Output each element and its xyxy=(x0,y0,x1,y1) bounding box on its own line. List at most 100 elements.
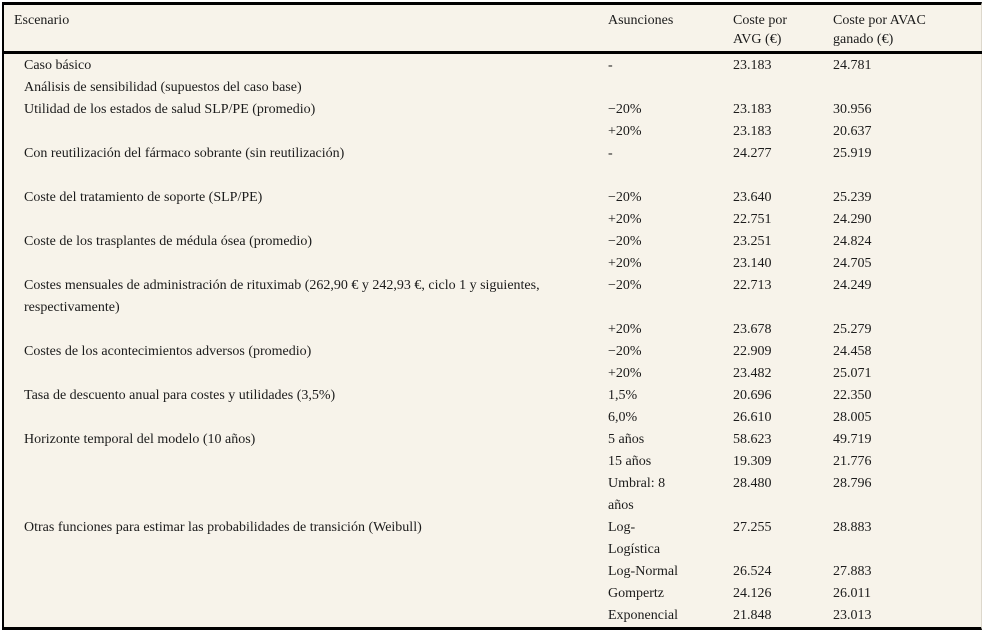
column-header-escenario: Escenario xyxy=(4,5,604,54)
assumption-cell: +20% xyxy=(608,212,642,227)
table-row: 15 años 19.309 21.776 xyxy=(4,451,982,473)
table-row: Caso básico - 23.183 24.781 xyxy=(4,53,982,78)
scenario-cell: Coste del tratamiento de soporte (SLP/PE… xyxy=(24,190,263,205)
cost-per-avac-cell: 24.824 xyxy=(833,234,872,249)
cost-per-avac-cell: 20.637 xyxy=(833,124,872,139)
assumption-cell: −20% xyxy=(608,234,642,249)
assumption-cell: Log-Normal xyxy=(608,564,678,579)
scenario-cell xyxy=(4,605,604,627)
assumption-cell: Exponencial xyxy=(608,608,678,623)
scenario-cell xyxy=(4,121,604,143)
assumption-cell xyxy=(604,165,729,187)
scenario-cell: Costes mensuales de administración de ri… xyxy=(24,278,540,315)
cost-per-avac-cell: 24.705 xyxy=(833,256,872,271)
cost-per-avg-cell: 22.751 xyxy=(733,212,772,227)
table-row: Horizonte temporal del modelo (10 años) 5… xyxy=(4,429,982,451)
cost-per-avg-cell: 24.277 xyxy=(733,146,772,161)
assumption-cell: 6,0% xyxy=(608,410,638,425)
cost-per-avg-cell: 23.140 xyxy=(733,256,772,271)
column-header-asunciones: Asunciones xyxy=(604,5,729,54)
table-row: +20% 23.140 24.705 xyxy=(4,253,982,275)
assumption-cell: +20% xyxy=(608,366,642,381)
scenario-cell xyxy=(4,253,604,275)
cost-per-avg-cell: 23.183 xyxy=(733,102,772,117)
assumption-cell: −20% xyxy=(608,190,642,205)
assumption-cell xyxy=(604,77,729,99)
assumption-cell: 1,5% xyxy=(608,388,638,403)
assumption-cell: Umbral: 8 años xyxy=(608,476,666,513)
scenario-cell: Otras funciones para estimar las probabi… xyxy=(24,520,422,535)
cost-per-avac-cell: 27.883 xyxy=(833,564,872,579)
table-row: Con reutilización del fármaco sobrante (… xyxy=(4,143,982,165)
cost-per-avac-cell: 30.956 xyxy=(833,102,872,117)
assumption-cell: 15 años xyxy=(608,454,652,469)
cost-per-avg-cell: 58.623 xyxy=(733,432,772,447)
cost-per-avg-cell: 22.713 xyxy=(733,278,772,293)
column-header-coste-avac: Coste por AVAC ganado (€) xyxy=(829,5,982,54)
table-row: 6,0% 26.610 28.005 xyxy=(4,407,982,429)
cost-per-avg-cell: 26.524 xyxy=(733,564,772,579)
scenario-cell xyxy=(4,451,604,473)
cost-per-avg-cell: 23.678 xyxy=(733,322,772,337)
cost-per-avg-cell: 23.183 xyxy=(733,124,772,139)
cost-per-avg-cell: 28.480 xyxy=(733,476,772,491)
scenario-cell: Tasa de descuento anual para costes y ut… xyxy=(24,388,336,403)
table-row: +20% 23.482 25.071 xyxy=(4,363,982,385)
cost-per-avac-cell: 49.719 xyxy=(833,432,872,447)
table-row: +20% 23.678 25.279 xyxy=(4,319,982,341)
assumption-cell: Gompertz xyxy=(608,586,664,601)
cost-per-avac-cell: 25.279 xyxy=(833,322,872,337)
cost-per-avac-cell: 24.458 xyxy=(833,344,872,359)
table-row: Otras funciones para estimar las probabi… xyxy=(4,517,982,561)
cost-per-avg-cell: 22.909 xyxy=(733,344,772,359)
scenario-cell: Análisis de sensibilidad (supuestos del … xyxy=(24,80,302,95)
table-header: Escenario Asunciones Coste por AVG (€) C… xyxy=(4,5,982,54)
cost-per-avac-cell: 28.883 xyxy=(833,520,872,535)
assumption-cell: 5 años xyxy=(608,432,645,447)
cost-per-avac-cell: 25.071 xyxy=(833,366,872,381)
scenario-cell: Con reutilización del fármaco sobrante (… xyxy=(24,146,345,161)
column-header-coste-avg: Coste por AVG (€) xyxy=(729,5,829,54)
scenario-cell xyxy=(4,583,604,605)
assumption-cell: - xyxy=(608,58,613,73)
scenario-cell xyxy=(4,165,604,187)
table-row: Análisis de sensibilidad (supuestos del … xyxy=(4,77,982,99)
cost-per-avg-cell: 23.251 xyxy=(733,234,772,249)
scenario-cell: Horizonte temporal del modelo (10 años) xyxy=(24,432,256,447)
cost-per-avac-cell: 24.249 xyxy=(833,278,872,293)
cost-per-avac-cell: 26.011 xyxy=(833,586,871,601)
cost-per-avg-cell: 23.640 xyxy=(733,190,772,205)
scenario-cell xyxy=(4,407,604,429)
scenario-cell: Utilidad de los estados de salud SLP/PE … xyxy=(24,102,316,117)
table-row: Costes mensuales de administración de ri… xyxy=(4,275,982,319)
cost-per-avg-cell: 23.183 xyxy=(733,58,772,73)
table-row: Utilidad de los estados de salud SLP/PE … xyxy=(4,99,982,121)
table-row: Coste del tratamiento de soporte (SLP/PE… xyxy=(4,187,982,209)
cost-per-avg-cell xyxy=(729,77,829,99)
cost-per-avac-cell: 25.919 xyxy=(833,146,872,161)
assumption-cell: +20% xyxy=(608,124,642,139)
assumption-cell: +20% xyxy=(608,322,642,337)
sensitivity-analysis-table-card: Escenario Asunciones Coste por AVG (€) C… xyxy=(2,2,982,630)
table-row: Gompertz 24.126 26.011 xyxy=(4,583,982,605)
assumption-cell: −20% xyxy=(608,102,642,117)
sensitivity-analysis-table: Escenario Asunciones Coste por AVG (€) C… xyxy=(4,5,982,627)
table-row: +20% 23.183 20.637 xyxy=(4,121,982,143)
cost-per-avac-cell: 28.796 xyxy=(833,476,872,491)
table-row: Tasa de descuento anual para costes y ut… xyxy=(4,385,982,407)
cost-per-avac-cell: 25.239 xyxy=(833,190,872,205)
cost-per-avac-cell: 22.350 xyxy=(833,388,872,403)
table-row: Log-Normal 26.524 27.883 xyxy=(4,561,982,583)
table-row: Exponencial 21.848 23.013 xyxy=(4,605,982,627)
cost-per-avg-cell: 20.696 xyxy=(733,388,772,403)
table-row: Coste de los trasplantes de médula ósea … xyxy=(4,231,982,253)
cost-per-avac-cell: 23.013 xyxy=(833,608,872,623)
assumption-cell: - xyxy=(608,146,613,161)
cost-per-avg-cell: 21.848 xyxy=(733,608,772,623)
table-row: Costes de los acontecimientos adversos (… xyxy=(4,341,982,363)
assumption-cell: +20% xyxy=(608,256,642,271)
cost-per-avg-cell xyxy=(729,165,829,187)
cost-per-avac-cell: 21.776 xyxy=(833,454,872,469)
scenario-cell xyxy=(4,473,604,517)
assumption-cell: Log-Logística xyxy=(608,520,661,557)
